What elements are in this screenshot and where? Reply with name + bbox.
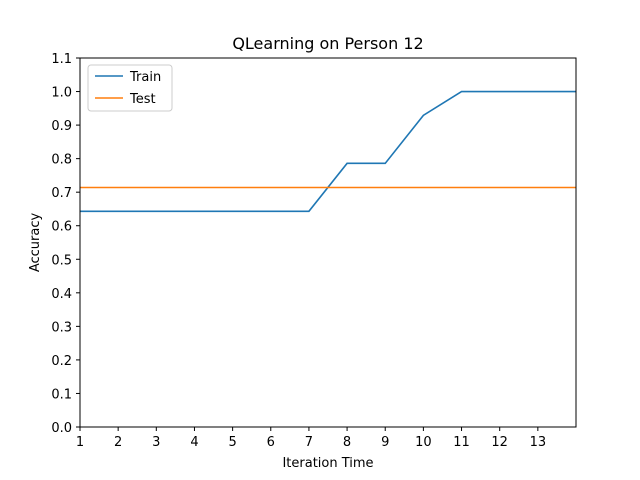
x-tick-label: 12 bbox=[491, 435, 508, 450]
x-tick-label: 1 bbox=[76, 435, 84, 450]
x-tick-label: 11 bbox=[453, 435, 470, 450]
x-axis-label: Iteration Time bbox=[282, 456, 373, 471]
y-tick-label: 0.6 bbox=[51, 220, 72, 235]
x-tick-label: 3 bbox=[152, 435, 160, 450]
y-tick-label: 0.0 bbox=[51, 421, 72, 436]
x-tick-label: 10 bbox=[415, 435, 432, 450]
y-tick-label: 1.1 bbox=[51, 52, 72, 67]
legend-entry: Test bbox=[129, 92, 156, 107]
x-tick-label: 5 bbox=[228, 435, 236, 450]
chart-title: QLearning on Person 12 bbox=[232, 34, 423, 53]
plot-frame bbox=[79, 57, 577, 428]
x-tick-label: 13 bbox=[530, 435, 547, 450]
x-tick-label: 7 bbox=[305, 435, 313, 450]
x-tick-label: 2 bbox=[114, 435, 122, 450]
y-tick-label: 0.7 bbox=[51, 186, 72, 201]
y-tick-label: 0.3 bbox=[51, 320, 72, 335]
y-tick-label: 1.0 bbox=[51, 86, 72, 101]
y-tick-label: 0.8 bbox=[51, 153, 72, 168]
y-tick-label: 0.5 bbox=[51, 253, 72, 268]
x-tick-label: 4 bbox=[190, 435, 198, 450]
y-axis-label: Accuracy bbox=[28, 213, 43, 273]
y-tick-label: 0.9 bbox=[51, 119, 72, 134]
x-tick-label: 9 bbox=[381, 435, 389, 450]
x-tick-label: 8 bbox=[343, 435, 351, 450]
x-tick-label: 6 bbox=[267, 435, 275, 450]
y-tick-label: 0.4 bbox=[51, 287, 72, 302]
legend: Train Test bbox=[87, 64, 173, 112]
legend-entry: Train bbox=[129, 70, 161, 85]
y-tick-label: 0.1 bbox=[51, 387, 72, 402]
y-tick-label: 0.2 bbox=[51, 354, 72, 369]
